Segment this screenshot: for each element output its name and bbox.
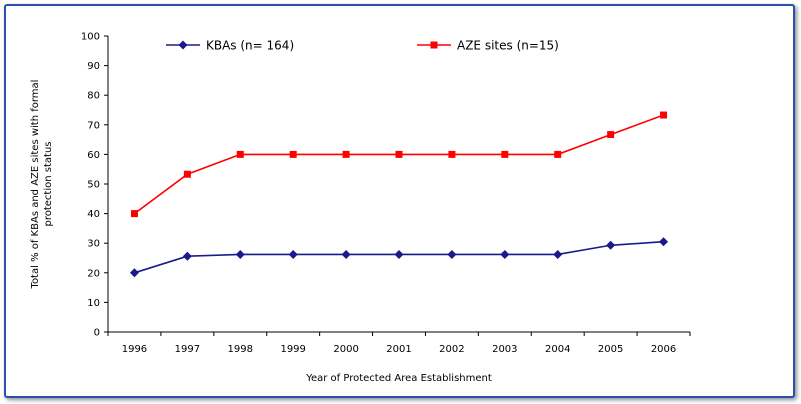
series-1 xyxy=(129,237,669,278)
x-ticks: 1996 1997 1998 1999 2000 2001 2002 2003 2004 2005… xyxy=(107,332,691,355)
y-tick-label: 30 xyxy=(87,239,100,250)
data-point xyxy=(129,268,139,278)
data-point xyxy=(607,131,615,139)
y-ticks: 0 10 20 30 40 50 60 70 80 90 100 xyxy=(81,32,108,339)
legend-item-2: AZE sites (n=15) xyxy=(417,39,559,53)
legend-label: KBAs (n= 164) xyxy=(206,39,294,53)
y-tick-label: 20 xyxy=(87,268,100,279)
data-point xyxy=(606,240,616,250)
legend-label: AZE sites (n=15) xyxy=(457,39,559,53)
y-tick-label: 90 xyxy=(87,61,100,72)
y-tick-label: 80 xyxy=(87,91,100,102)
axes xyxy=(107,36,690,333)
x-tick-label: 1999 xyxy=(280,344,305,355)
x-tick-label: 2003 xyxy=(492,344,517,355)
x-tick-label: 1997 xyxy=(175,344,200,355)
series-2 xyxy=(130,111,668,218)
legend-marker xyxy=(178,40,188,50)
data-point xyxy=(501,150,509,158)
y-tick-label: 100 xyxy=(81,32,100,43)
data-point xyxy=(554,150,562,158)
data-point xyxy=(660,111,668,119)
y-tick-label: 40 xyxy=(87,209,100,220)
data-point xyxy=(394,249,404,259)
y-tick-label: 60 xyxy=(87,150,100,161)
data-point xyxy=(182,251,192,261)
data-point xyxy=(289,150,297,158)
y-tick-label: 10 xyxy=(87,298,100,309)
data-point xyxy=(288,249,298,259)
y-axis-label-line1: Total % of KBAs and AZE sites with forma… xyxy=(30,80,41,290)
y-axis-label-line2: protection status xyxy=(43,142,54,227)
y-tick-label: 0 xyxy=(94,328,100,339)
data-point xyxy=(553,249,563,259)
data-point xyxy=(235,249,245,259)
legend: KBAs (n= 164) AZE sites (n=15) xyxy=(166,39,559,53)
data-point xyxy=(236,150,244,158)
data-point xyxy=(447,249,457,259)
x-tick-label: 2006 xyxy=(651,344,676,355)
legend-item-1: KBAs (n= 164) xyxy=(166,39,294,53)
x-tick-label: 2005 xyxy=(598,344,623,355)
data-point xyxy=(395,150,403,158)
data-point xyxy=(342,150,350,158)
data-point xyxy=(500,249,510,259)
series-line xyxy=(133,114,664,215)
data-point xyxy=(130,210,138,218)
y-tick-label: 50 xyxy=(87,180,100,191)
data-point xyxy=(341,249,351,259)
data-point xyxy=(659,237,669,247)
x-tick-label: 1998 xyxy=(228,344,253,355)
y-tick-label: 70 xyxy=(87,120,100,131)
data-point xyxy=(448,150,456,158)
x-tick-label: 2002 xyxy=(439,344,464,355)
x-axis-label: Year of Protected Area Establishment xyxy=(305,373,492,384)
data-point xyxy=(183,170,191,178)
x-tick-label: 2001 xyxy=(386,344,411,355)
legend-marker xyxy=(430,41,438,49)
series-layer xyxy=(129,111,669,278)
x-tick-label: 2000 xyxy=(333,344,358,355)
x-tick-label: 1996 xyxy=(122,344,147,355)
x-tick-label: 2004 xyxy=(545,344,570,355)
